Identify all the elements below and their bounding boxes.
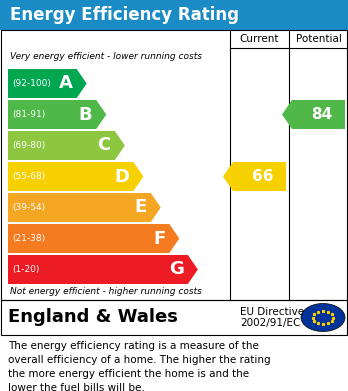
Text: C: C (97, 136, 111, 154)
Bar (1, 300, 347, 335)
Text: D: D (114, 167, 129, 185)
Polygon shape (8, 69, 87, 98)
Text: The energy efficiency rating is a measure of the
overall efficiency of a home. T: The energy efficiency rating is a measur… (8, 341, 271, 391)
Bar (1, 30, 347, 300)
Polygon shape (282, 100, 345, 129)
Ellipse shape (301, 303, 345, 332)
Polygon shape (223, 162, 286, 191)
Polygon shape (8, 162, 143, 191)
Polygon shape (8, 193, 161, 222)
Bar (0, 0, 348, 30)
Text: Very energy efficient - lower running costs: Very energy efficient - lower running co… (10, 52, 202, 61)
Polygon shape (8, 131, 125, 160)
Text: England & Wales: England & Wales (8, 308, 178, 326)
Text: E: E (135, 199, 147, 217)
Text: (92-100): (92-100) (12, 79, 51, 88)
Text: (1-20): (1-20) (12, 265, 39, 274)
Text: B: B (79, 106, 92, 124)
Text: (21-38): (21-38) (12, 234, 45, 243)
Text: Energy Efficiency Rating: Energy Efficiency Rating (10, 6, 239, 24)
Text: Current: Current (240, 34, 279, 44)
Polygon shape (8, 100, 106, 129)
Text: (81-91): (81-91) (12, 110, 45, 119)
Polygon shape (8, 224, 179, 253)
Text: Not energy efficient - higher running costs: Not energy efficient - higher running co… (10, 287, 202, 296)
Text: 84: 84 (311, 107, 332, 122)
Polygon shape (8, 255, 198, 284)
Text: F: F (153, 230, 165, 248)
Text: (55-68): (55-68) (12, 172, 45, 181)
Text: EU Directive
2002/91/EC: EU Directive 2002/91/EC (240, 307, 304, 328)
Text: G: G (169, 260, 184, 278)
Text: (69-80): (69-80) (12, 141, 45, 150)
Text: A: A (59, 75, 73, 93)
Text: (39-54): (39-54) (12, 203, 45, 212)
Text: 66: 66 (252, 169, 273, 184)
Text: Potential: Potential (295, 34, 341, 44)
